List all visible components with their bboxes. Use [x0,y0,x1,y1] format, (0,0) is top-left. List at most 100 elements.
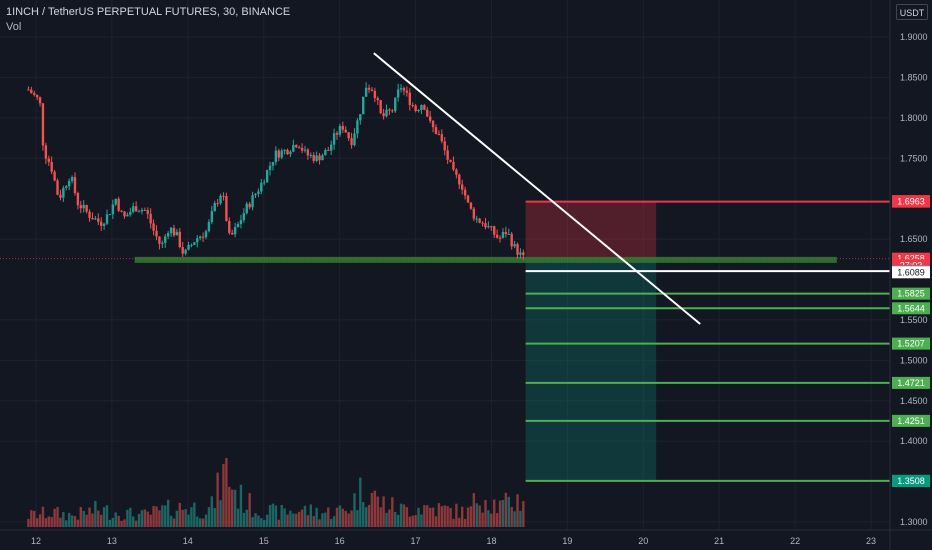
volume-bar [105,505,109,527]
price-badge-label: 1.5644 [897,303,925,313]
candle-body [143,209,147,211]
time-axis-tick-label: 19 [562,536,572,546]
candle-body [102,223,106,226]
volume-bar [449,507,452,527]
candle-body [181,247,184,254]
volume-bar [329,518,333,527]
volume-bar [350,510,353,527]
candle-body [79,205,83,209]
volume-bar [228,486,231,527]
volume-bar [242,512,246,527]
volume-bar [420,514,423,527]
candle-body [359,114,362,121]
volume-bar [222,463,225,527]
candle-body [417,109,420,112]
candle-body [475,218,478,220]
price-axis-tick-label: 1.7500 [900,153,928,163]
candle-body [94,218,97,220]
volume-bar [146,511,149,527]
price-axis-tick-label: 1.5500 [900,315,928,325]
candle-body [394,97,397,112]
volume-bar [443,505,446,527]
candle-body [344,129,347,133]
volume-bar [408,516,411,527]
volume-bar [495,513,499,527]
candle-body [126,214,129,217]
volume-bar [382,496,385,527]
candle-body [152,223,155,231]
volume-bar [283,508,286,527]
volume-bar [239,484,243,527]
volume-bar [47,516,50,527]
candle-body [123,211,126,217]
volume-bar [196,516,199,527]
volume-bar [507,496,510,527]
volume-bar [41,506,45,527]
volume-bar [501,500,505,527]
candle-body [286,149,289,155]
candle-body [222,195,225,197]
candle-body [420,105,423,110]
volume-bar [396,514,400,527]
volume-bar [303,505,307,527]
candle-body [408,92,411,105]
price-badge-label: 1.4251 [897,416,925,426]
volume-bar [198,518,202,527]
candle-body [41,103,45,146]
price-badge [892,337,930,350]
candle-body [169,227,173,234]
candle-body [431,120,435,128]
candle-body [129,211,132,215]
price-badge [892,195,930,208]
volume-bar [364,507,368,527]
time-axis-tick-label: 20 [638,536,648,546]
volume-bar [201,518,205,527]
candle-body [56,180,59,195]
candle-body [33,93,36,95]
price-badge [892,287,930,300]
volume-bar [306,515,310,527]
volume-bar [245,509,248,527]
price-badge-label: 1.4721 [897,378,925,388]
volume-bar [27,518,30,527]
candle-body [164,236,167,243]
candle-body [356,120,359,134]
symbol-title[interactable]: 1INCH / TetherUS PERPETUAL FUTURES, 30, … [6,6,291,18]
candle-body [231,232,234,235]
candle-body [484,223,487,228]
volume-bar [417,507,420,527]
candle-body [405,90,409,93]
candle-body [493,226,496,235]
currency-button[interactable]: USDT [896,4,928,20]
time-axis-tick-label: 17 [411,536,421,546]
candle-body [490,226,493,228]
position-target-zone [525,258,657,481]
volume-bar [190,507,193,527]
volume-bar [513,511,516,527]
volume-bar [490,513,493,527]
candle-body [161,242,164,244]
candle-body [367,87,371,90]
candle-body [132,206,135,212]
price-badge [892,302,930,315]
volume-bar [373,490,377,527]
candle-body [277,150,280,158]
volume-bar [452,518,455,527]
candle-body [434,127,438,134]
candle-body [248,203,251,208]
volume-bar [248,493,251,527]
volume-bar [117,515,120,527]
candle-body [324,150,327,156]
candle-body [210,211,214,222]
candle-body [263,182,266,184]
time-axis-tick-label: 15 [259,536,269,546]
candle-body [97,218,100,222]
volume-bar [149,514,152,527]
volume-indicator-label[interactable]: Vol [6,21,22,33]
volume-bar [466,507,470,527]
candle-body [50,162,53,172]
volume-bar [175,510,179,527]
volume-bar [99,514,103,527]
